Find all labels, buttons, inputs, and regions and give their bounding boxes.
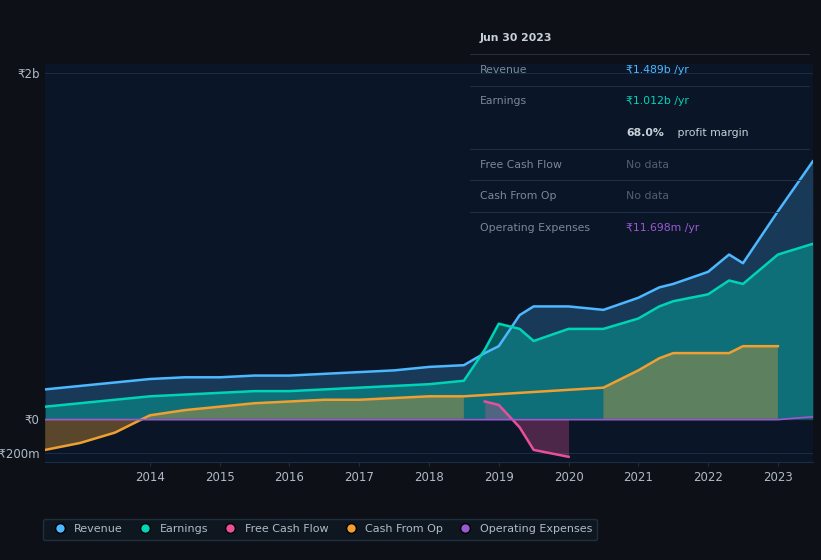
Legend: Revenue, Earnings, Free Cash Flow, Cash From Op, Operating Expenses: Revenue, Earnings, Free Cash Flow, Cash … xyxy=(43,519,598,540)
Text: ₹1.012b /yr: ₹1.012b /yr xyxy=(626,96,689,106)
Text: Free Cash Flow: Free Cash Flow xyxy=(479,160,562,170)
Text: Operating Expenses: Operating Expenses xyxy=(479,223,589,233)
Text: No data: No data xyxy=(626,191,669,201)
Text: Jun 30 2023: Jun 30 2023 xyxy=(479,33,553,43)
Text: Cash From Op: Cash From Op xyxy=(479,191,557,201)
Text: ₹11.698m /yr: ₹11.698m /yr xyxy=(626,223,699,233)
Text: ₹1.489b /yr: ₹1.489b /yr xyxy=(626,65,689,75)
Text: 68.0%: 68.0% xyxy=(626,128,664,138)
Text: Revenue: Revenue xyxy=(479,65,527,75)
Text: Earnings: Earnings xyxy=(479,96,527,106)
Text: No data: No data xyxy=(626,160,669,170)
Text: profit margin: profit margin xyxy=(674,128,749,138)
